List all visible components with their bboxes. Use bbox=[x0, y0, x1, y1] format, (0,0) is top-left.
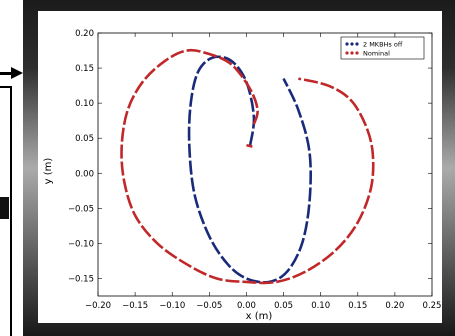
x-tick-label: 0.20 bbox=[385, 301, 404, 311]
x-tick-label: 0.10 bbox=[311, 301, 330, 311]
y-tick-label: 0.20 bbox=[75, 29, 94, 39]
x-tick-label: 0.05 bbox=[274, 301, 293, 311]
series-trajectory bbox=[187, 55, 312, 284]
legend-marker-1c bbox=[355, 42, 359, 46]
x-tick-label: 0.15 bbox=[348, 301, 367, 311]
y-tick-label: 0.05 bbox=[75, 134, 94, 144]
y-tick-label: −0.05 bbox=[68, 204, 94, 214]
x-tick-label: −0.20 bbox=[85, 301, 111, 311]
legend-marker-2 bbox=[345, 51, 349, 55]
y-tick-label: 0.15 bbox=[75, 64, 94, 74]
x-tick-label: 0.25 bbox=[423, 301, 442, 311]
legend-marker-2b bbox=[350, 51, 354, 55]
y-tick-label: −0.10 bbox=[68, 239, 94, 249]
connector-arrow-head bbox=[11, 67, 23, 79]
orbit-chart: −0.20 −0.15 −0.10 −0.05 0.00 0.05 0.10 0.15 0.20… bbox=[43, 29, 442, 322]
legend-marker-1 bbox=[345, 42, 349, 46]
legend-marker-1b bbox=[350, 42, 354, 46]
legend-box bbox=[340, 36, 425, 60]
legend-marker-2c bbox=[355, 51, 359, 55]
plot-area bbox=[97, 32, 433, 297]
x-tick-label: −0.10 bbox=[159, 301, 185, 311]
left-panel-badge bbox=[0, 197, 9, 219]
y-tick-label: 0.10 bbox=[75, 99, 94, 109]
series-1 bbox=[187, 55, 312, 284]
legend-label-1: 2 MKBHs off bbox=[363, 41, 403, 49]
series-trajectory bbox=[120, 48, 375, 285]
series-2 bbox=[120, 48, 375, 285]
y-tick-label: 0.00 bbox=[75, 169, 94, 179]
y-axis-label: y (m) bbox=[43, 158, 54, 185]
legend: 2 MKBHs off Nominal bbox=[340, 36, 425, 60]
x-axis-label: x (m) bbox=[246, 311, 273, 322]
x-tick-label: −0.15 bbox=[122, 301, 148, 311]
legend-label-2: Nominal bbox=[363, 50, 390, 58]
y-tick-label: −0.15 bbox=[68, 274, 94, 284]
axes: −0.20 −0.15 −0.10 −0.05 0.00 0.05 0.10 0.15 0.20… bbox=[68, 29, 442, 311]
connector-arrow-line bbox=[0, 72, 12, 75]
plot-card: −0.20 −0.15 −0.10 −0.05 0.00 0.05 0.10 0.15 0.20… bbox=[38, 11, 442, 323]
x-tick-label: 0.00 bbox=[237, 301, 256, 311]
series-trajectory bbox=[246, 143, 253, 148]
x-tick-label: −0.05 bbox=[196, 301, 222, 311]
data-series bbox=[120, 48, 375, 285]
figure-frame: −0.20 −0.15 −0.10 −0.05 0.00 0.05 0.10 0.15 0.20… bbox=[23, 0, 455, 336]
